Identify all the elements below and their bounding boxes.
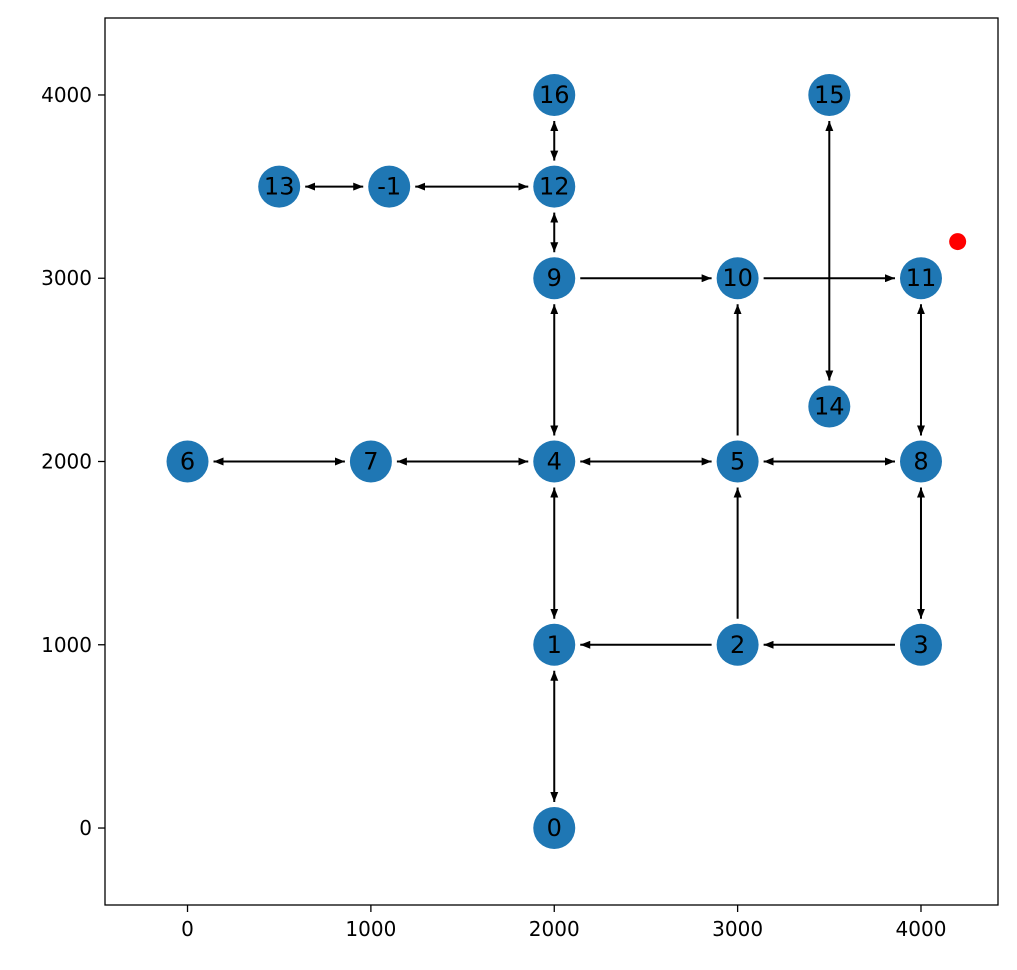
node-circle xyxy=(533,440,576,483)
node-10: 10 xyxy=(716,257,759,300)
node-14: 14 xyxy=(808,385,851,428)
node-circle xyxy=(716,257,759,300)
node-circle xyxy=(533,257,576,300)
x-axis-ticks: 0 1000 2000 3000 4000 xyxy=(181,905,946,941)
node-circle xyxy=(533,73,576,116)
y-tick-label: 1000 xyxy=(41,633,92,657)
node-13: 13 xyxy=(258,165,301,208)
node-circle xyxy=(899,257,942,300)
node-label: 4 xyxy=(547,448,562,476)
x-tick-label: 0 xyxy=(181,917,194,941)
node-label: 7 xyxy=(363,448,378,476)
node-circle xyxy=(716,440,759,483)
highlight-marker xyxy=(949,233,967,251)
node-circle xyxy=(166,440,209,483)
node-label: 14 xyxy=(814,393,845,421)
y-axis-ticks: 0 1000 2000 3000 4000 xyxy=(41,83,105,840)
node-label: 15 xyxy=(814,81,845,109)
node-2: 2 xyxy=(716,623,759,666)
node-label: 9 xyxy=(547,264,562,292)
node-label: 6 xyxy=(180,448,195,476)
node-circle xyxy=(899,623,942,666)
node-label: -1 xyxy=(377,173,401,201)
node-8: 8 xyxy=(899,440,942,483)
node-circle xyxy=(899,440,942,483)
node-circle xyxy=(533,807,576,850)
node-label: 12 xyxy=(539,173,570,201)
node-0: 0 xyxy=(533,807,576,850)
node-circle xyxy=(533,165,576,208)
node-label: 8 xyxy=(913,448,928,476)
node-5: 5 xyxy=(716,440,759,483)
node-circle xyxy=(349,440,392,483)
node-circle xyxy=(258,165,301,208)
x-tick-label: 3000 xyxy=(712,917,763,941)
node-label: 0 xyxy=(547,814,562,842)
node-label: 13 xyxy=(264,173,295,201)
node-15: 15 xyxy=(808,73,851,116)
node-circle xyxy=(808,385,851,428)
markers-layer xyxy=(949,233,967,251)
node-label: 5 xyxy=(730,448,745,476)
node-11: 11 xyxy=(899,257,942,300)
y-tick-label: 0 xyxy=(79,816,92,840)
node-circle xyxy=(716,623,759,666)
x-tick-label: 2000 xyxy=(529,917,580,941)
node-4: 4 xyxy=(533,440,576,483)
node-label: 11 xyxy=(906,264,937,292)
node-1: 1 xyxy=(533,623,576,666)
node-circle xyxy=(808,73,851,116)
x-tick-label: 4000 xyxy=(896,917,947,941)
node-circle xyxy=(368,165,411,208)
y-tick-label: 4000 xyxy=(41,83,92,107)
y-tick-label: 3000 xyxy=(41,266,92,290)
node-label: 3 xyxy=(913,631,928,659)
edges-layer xyxy=(213,120,925,803)
node-6: 6 xyxy=(166,440,209,483)
node-circle xyxy=(533,623,576,666)
node-12: 12 xyxy=(533,165,576,208)
node-label: 10 xyxy=(722,264,753,292)
node-label: 2 xyxy=(730,631,745,659)
x-tick-label: 1000 xyxy=(345,917,396,941)
node-7: 7 xyxy=(349,440,392,483)
node-16: 16 xyxy=(533,73,576,116)
node--1: -1 xyxy=(368,165,411,208)
node-9: 9 xyxy=(533,257,576,300)
y-tick-label: 2000 xyxy=(41,450,92,474)
node-label: 1 xyxy=(547,631,562,659)
node-3: 3 xyxy=(899,623,942,666)
node-label: 16 xyxy=(539,81,570,109)
